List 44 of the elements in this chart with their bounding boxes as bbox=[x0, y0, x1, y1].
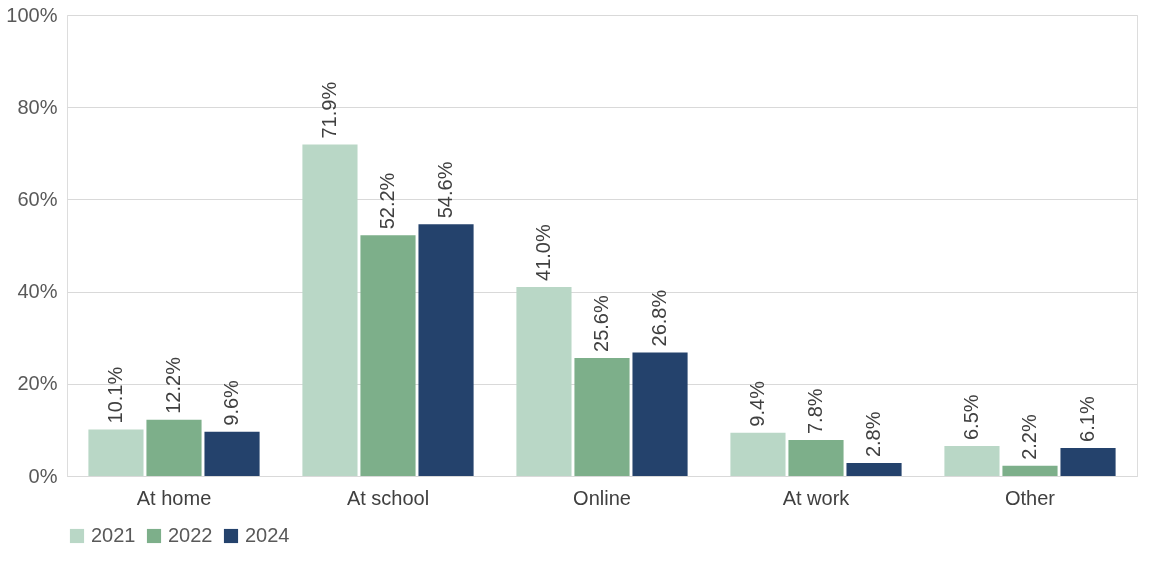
data-label: 25.6% bbox=[590, 295, 612, 352]
y-tick-label: 80% bbox=[17, 95, 58, 118]
y-tick-label: 0% bbox=[28, 464, 58, 487]
x-tick-label: Online bbox=[573, 486, 631, 509]
x-tick-label: At work bbox=[782, 486, 851, 509]
data-label: 10.1% bbox=[103, 366, 126, 424]
bar bbox=[1002, 465, 1058, 476]
data-label: 54.6% bbox=[434, 161, 457, 219]
y-tick-label: 100% bbox=[6, 3, 58, 26]
bar bbox=[418, 224, 474, 476]
bar bbox=[302, 144, 358, 476]
legend-label: 2022 bbox=[168, 524, 213, 546]
bar bbox=[788, 440, 844, 476]
bar bbox=[146, 419, 202, 476]
bar bbox=[632, 352, 688, 476]
data-label: 6.5% bbox=[959, 394, 982, 441]
bar bbox=[846, 463, 902, 476]
data-label: 6.1% bbox=[1076, 396, 1099, 442]
legend-label: 2024 bbox=[245, 524, 290, 546]
bar bbox=[204, 431, 260, 476]
bar bbox=[88, 429, 144, 476]
x-tick-label: Other bbox=[1004, 486, 1056, 509]
data-label: 71.9% bbox=[317, 81, 340, 139]
data-label: 2.2% bbox=[1018, 414, 1040, 460]
bar bbox=[516, 286, 572, 476]
bar bbox=[944, 446, 1000, 476]
y-tick-label: 40% bbox=[17, 280, 58, 303]
data-label: 12.2% bbox=[162, 356, 184, 414]
data-label: 2.8% bbox=[862, 411, 885, 458]
bar bbox=[574, 357, 630, 476]
data-label: 9.4% bbox=[745, 380, 768, 427]
data-label: 52.2% bbox=[376, 172, 398, 230]
bar bbox=[730, 432, 786, 476]
data-label: 26.8% bbox=[648, 289, 671, 347]
x-tick-label: At home bbox=[136, 486, 212, 509]
bar bbox=[1060, 447, 1116, 476]
y-tick-label: 60% bbox=[17, 187, 58, 210]
y-tick-label: 20% bbox=[17, 372, 58, 395]
data-label: 9.6% bbox=[220, 379, 243, 426]
data-label: 7.8% bbox=[804, 388, 826, 435]
data-label: 41.0% bbox=[531, 224, 554, 281]
bar bbox=[360, 235, 416, 476]
x-tick-label: At school bbox=[346, 486, 430, 509]
legend-label: 2021 bbox=[91, 524, 136, 546]
